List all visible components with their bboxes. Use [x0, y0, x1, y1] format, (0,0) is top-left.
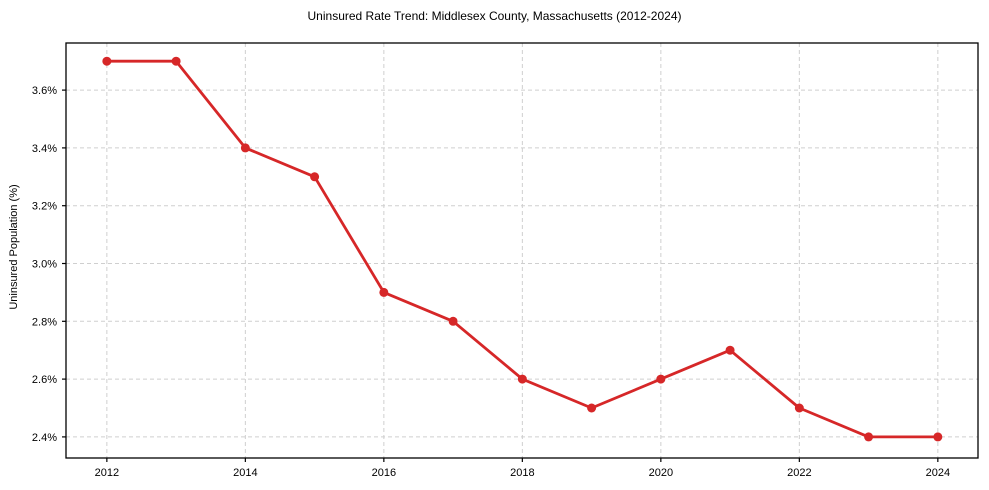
data-point-marker [171, 56, 181, 66]
x-tick-label: 2018 [510, 467, 534, 479]
x-tick-label: 2022 [787, 467, 811, 479]
data-point-marker [240, 143, 250, 153]
data-point-marker [864, 432, 874, 442]
chart-title: Uninsured Rate Trend: Middlesex County, … [307, 9, 682, 23]
y-tick-label: 3.2% [32, 201, 57, 213]
data-point-marker [656, 374, 666, 384]
y-tick-label: 3.6% [32, 85, 57, 97]
data-point-marker [448, 316, 458, 326]
y-tick-label: 3.0% [32, 259, 57, 271]
data-point-marker [933, 432, 943, 442]
data-point-marker [794, 403, 804, 413]
y-tick-label: 2.4% [32, 432, 57, 444]
data-point-marker [725, 345, 735, 355]
x-tick-label: 2016 [372, 467, 396, 479]
y-tick-label: 2.8% [32, 316, 57, 328]
y-tick-label: 2.6% [32, 374, 57, 386]
x-tick-label: 2024 [926, 467, 950, 479]
x-tick-label: 2012 [95, 467, 119, 479]
data-point-marker [587, 403, 597, 413]
data-point-marker [379, 287, 389, 297]
data-point-marker [102, 56, 112, 66]
data-point-marker [310, 172, 320, 182]
data-point-marker [517, 374, 527, 384]
x-tick-label: 2014 [233, 467, 257, 479]
x-tick-label: 2020 [649, 467, 673, 479]
y-tick-label: 3.4% [32, 143, 57, 155]
